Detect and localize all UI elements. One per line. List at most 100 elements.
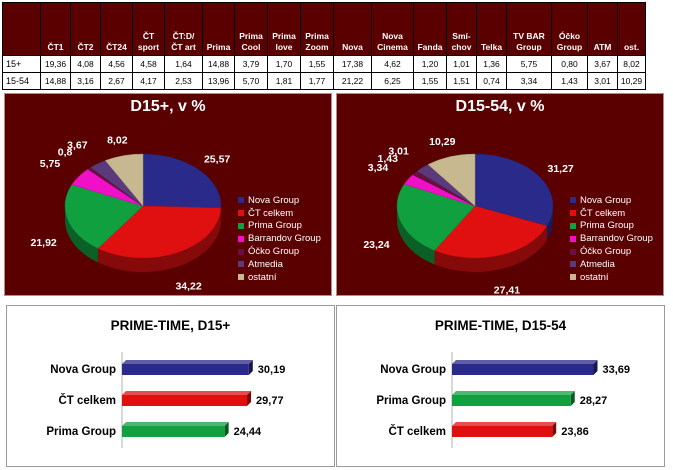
legend-item: Óčko Group	[238, 245, 321, 258]
share-table: ČT1 ČT2 ČT24 ČT sport ČT:D/ ČT art Prima Prima…	[2, 2, 646, 90]
bar-top-face	[452, 360, 598, 364]
bar-chart-d15-54: Nova Group 33,69 Prima Group 28,27 ČT celkem…	[376, 352, 630, 448]
pie-slice-prima-group	[64, 184, 144, 249]
pie-panel-d15-54: D15-54, v % 31,27 27,41 23,24 3,34 1,43 3,01 1…	[336, 93, 664, 296]
bar-title: PRIME-TIME, D15-54	[434, 318, 567, 333]
pie-value-label: 3,01	[388, 145, 409, 157]
table-cell: 1,51	[446, 72, 477, 90]
bar-value-label: 33,69	[602, 364, 630, 376]
bar-top-face	[452, 391, 575, 395]
pie-value-label: 21,92	[30, 237, 56, 249]
column-header: Prima	[202, 2, 235, 56]
bar-value-label: 29,77	[256, 395, 284, 407]
bar-chart-d15plus: Nova Group 30,19 ČT celkem 29,77 Prima Group…	[46, 352, 286, 448]
legend-label: Prima Group	[248, 220, 302, 232]
pie-value-label: 25,57	[204, 153, 230, 165]
column-header: ČT:D/ ČT art	[164, 2, 203, 56]
legend-item: Nova Group	[238, 194, 321, 207]
bar-value-label: 30,19	[258, 364, 286, 376]
table-cell: 0,80	[551, 55, 588, 73]
column-header: ČT24	[100, 2, 133, 56]
legend-label: Atmedia	[580, 258, 615, 270]
table-row: 15-54 14,88 3,16 2,67 4,17 2,53 13,96 5,70 1,81 1…	[2, 72, 646, 90]
legend-swatch	[238, 248, 244, 255]
column-header: Óčko Group	[551, 2, 588, 56]
bar-prima-group	[122, 422, 229, 437]
bar-side-face	[552, 422, 557, 437]
pie-slice-ostatni	[104, 153, 144, 207]
table-cell: 1,77	[300, 72, 334, 90]
bar-side-face	[224, 422, 229, 437]
bar-front-face	[122, 395, 248, 406]
table-cell: 19,36	[40, 55, 71, 73]
column-header: ČT1	[40, 2, 71, 56]
pie-value-label: 3,34	[368, 162, 389, 174]
bar-top-face	[122, 391, 252, 395]
table-cell: 1,64	[164, 55, 203, 73]
table-cell: 1,70	[267, 55, 301, 73]
pie-value-label: 27,41	[494, 284, 520, 296]
column-header: Prima love	[267, 2, 301, 56]
legend-swatch	[570, 210, 576, 217]
column-header: Nova Cinema	[371, 2, 414, 56]
table-cell: 14,88	[202, 55, 235, 73]
legend-swatch	[570, 197, 576, 204]
table-cell: 3,34	[506, 72, 552, 90]
legend-swatch	[238, 235, 244, 242]
legend-swatch	[238, 197, 244, 204]
legend-swatch	[238, 261, 244, 268]
column-header: Prima Zoom	[300, 2, 334, 56]
bar-top-face	[452, 422, 557, 426]
pie-chart-d15plus: 25,57 34,22 21,92 5,750,83,67 8,02	[30, 135, 230, 293]
pie-chart-d15-54: 31,27 27,41 23,24 3,341,433,01 10,29	[363, 136, 574, 296]
legend-swatch	[570, 248, 576, 255]
pie-legend: Nova Group ČT celkem Prima Group Barrandov …	[570, 194, 653, 284]
table-corner	[2, 2, 41, 56]
column-header: Smí-chov	[446, 2, 477, 56]
legend-swatch	[238, 274, 244, 281]
pie-slice-ostatni	[427, 153, 476, 207]
column-header: ČT2	[70, 2, 101, 56]
pie-legend: Nova Group ČT celkem Prima Group Barrandov …	[238, 194, 321, 284]
pie-sides	[397, 206, 553, 272]
legend-swatch	[570, 261, 576, 268]
table-cell: 4,56	[100, 55, 133, 73]
bar-category-label: ČT celkem	[388, 425, 446, 438]
bar-prima-group	[452, 391, 575, 406]
bar-side-face	[593, 360, 598, 375]
pie-value-label: 10,29	[429, 136, 455, 148]
bar-category-label: Prima Group	[376, 395, 446, 407]
legend-swatch	[570, 235, 576, 242]
table-cell: 1,20	[413, 55, 447, 73]
pie-slice-nova-group	[142, 153, 222, 209]
pie-panel-d15plus: D15+, v % 25,57 34,22 21,92 5,75 0,8 3,67 8,02…	[4, 93, 332, 296]
table-cell: 5,70	[234, 72, 268, 90]
pie-value-label: 3,67	[67, 140, 88, 152]
table-cell: 0,74	[476, 72, 507, 90]
table-cell: 1,81	[267, 72, 301, 90]
legend-label: ostatní	[580, 271, 609, 283]
legend-item: Nova Group	[570, 194, 653, 207]
bar-category-label: Nova Group	[380, 364, 446, 376]
bar-value-label: 28,27	[580, 395, 608, 407]
column-header: Fanda	[413, 2, 447, 56]
bar-front-face	[452, 395, 571, 406]
table-cell: 13,96	[202, 72, 235, 90]
legend-item: Barrandov Group	[570, 232, 653, 245]
legend-label: Prima Group	[580, 220, 634, 232]
column-header: ost.	[617, 2, 646, 56]
pie-slice-ct-celkem	[97, 205, 222, 259]
bar-category-label: Nova Group	[50, 364, 116, 376]
legend-swatch	[570, 222, 576, 229]
legend-label: ČT celkem	[580, 207, 626, 219]
row-label: 15+	[2, 55, 41, 73]
bar-side-face	[247, 391, 252, 406]
legend-item: Óčko Group	[570, 245, 653, 258]
pie-slice-ct-celkem	[434, 205, 548, 259]
table-cell: 4,17	[132, 72, 165, 90]
pie-title: D15-54, v %	[455, 98, 545, 115]
legend-label: Nova Group	[248, 194, 300, 206]
legend-label: ostatní	[248, 271, 277, 283]
table-cell: 3,16	[70, 72, 101, 90]
pie-value-label: 5,75	[40, 158, 61, 170]
